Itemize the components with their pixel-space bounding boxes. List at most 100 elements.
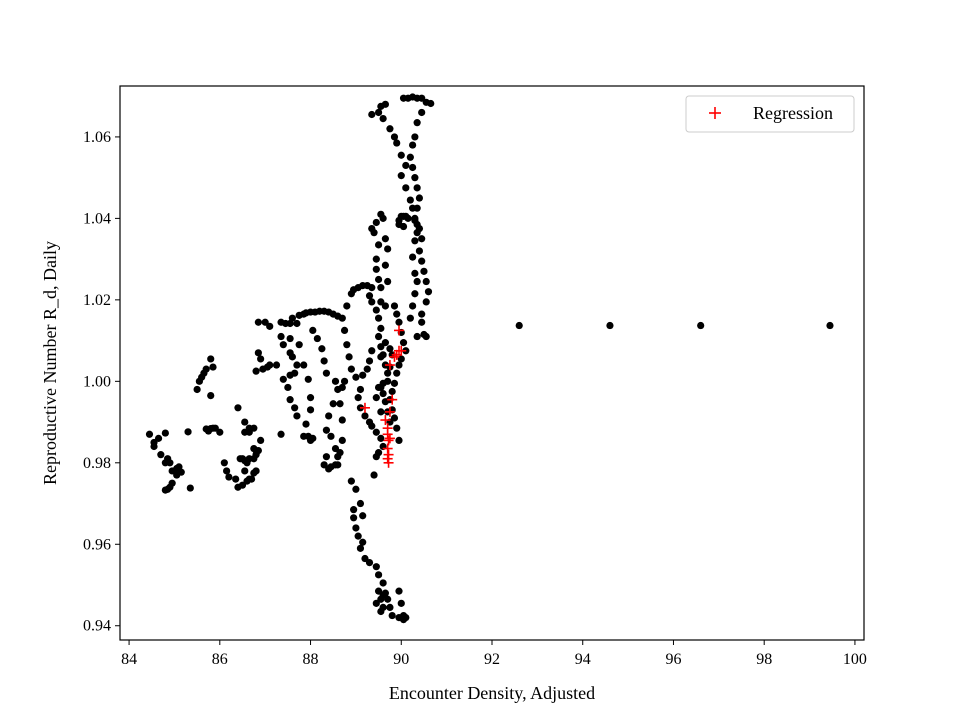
observed-point (384, 277, 392, 286)
observed-point (257, 436, 265, 444)
observed-point (406, 153, 414, 161)
observed-point (266, 361, 274, 369)
observed-point (377, 607, 385, 616)
observed-point (411, 214, 419, 222)
observed-point (306, 436, 315, 444)
observed-point (338, 314, 346, 322)
observed-point (279, 341, 287, 349)
observed-point (345, 353, 353, 361)
x-tick-label: 94 (575, 651, 591, 668)
observed-point (399, 611, 408, 620)
observed-point (356, 544, 365, 552)
observed-point (318, 345, 326, 353)
observed-point (331, 377, 340, 385)
observed-point (397, 172, 405, 180)
observed-point (322, 453, 331, 461)
observed-point (365, 559, 374, 567)
observed-point (340, 326, 349, 335)
observed-point (415, 247, 424, 255)
observed-point (374, 108, 383, 117)
observed-point (347, 365, 355, 373)
observed-point (322, 426, 331, 434)
observed-point (245, 424, 253, 432)
observed-point (347, 477, 355, 485)
observed-point (368, 298, 376, 306)
observed-point (377, 284, 385, 292)
y-tick-label: 0.94 (83, 618, 111, 635)
observed-point (336, 400, 344, 408)
legend-label-regression: Regression (753, 103, 833, 123)
observed-point (372, 563, 380, 571)
observed-point (254, 349, 262, 357)
x-tick-label: 92 (484, 651, 500, 668)
observed-point (320, 461, 328, 469)
observed-point (397, 599, 405, 607)
observed-point (293, 361, 301, 369)
observed-point (186, 484, 194, 492)
x-axis-ticks: 84 86 88 90 92 94 96 98 100 (121, 640, 867, 668)
observed-point (334, 385, 342, 394)
observed-point (393, 369, 401, 377)
observed-point (424, 288, 433, 296)
observed-point (404, 214, 412, 222)
observed-point (415, 194, 424, 202)
plot-points (145, 93, 834, 624)
x-tick-label: 88 (303, 651, 319, 668)
observed-point (325, 412, 333, 420)
observed-point (368, 422, 376, 430)
regression-point (389, 351, 400, 362)
observed-point (356, 499, 365, 508)
observed-point (372, 218, 380, 227)
observed-point (381, 339, 389, 347)
observed-point (223, 467, 231, 475)
observed-point (411, 290, 419, 298)
observed-point (370, 471, 378, 479)
observed-point (354, 394, 362, 402)
observed-point (254, 318, 262, 326)
observed-point (374, 383, 383, 392)
observed-point (418, 318, 426, 326)
observed-point (322, 369, 331, 377)
observed-point (350, 506, 358, 514)
observed-point (377, 324, 385, 332)
observed-point (234, 404, 242, 412)
observed-point (291, 404, 299, 412)
observed-point (374, 571, 383, 579)
observed-point (247, 475, 256, 483)
observed-point (343, 302, 351, 310)
observed-point (381, 235, 389, 243)
observed-point (422, 277, 430, 286)
observed-point (374, 314, 383, 322)
observed-point (372, 428, 380, 436)
observed-point (381, 100, 389, 108)
observed-point (257, 355, 265, 363)
observed-point (409, 163, 417, 172)
observed-point (164, 455, 172, 463)
observed-point (173, 464, 181, 473)
observed-point (293, 319, 301, 328)
observed-point (288, 353, 296, 361)
observed-point (386, 125, 394, 133)
observed-point (409, 253, 417, 261)
observed-point (331, 444, 340, 453)
observed-point (379, 114, 387, 123)
observed-point (343, 341, 351, 349)
observed-point (381, 302, 389, 310)
observed-point (286, 371, 294, 379)
observed-point (302, 420, 310, 428)
observed-point (363, 365, 371, 373)
regression-point (383, 435, 394, 446)
y-tick-label: 1.00 (83, 373, 111, 390)
x-tick-label: 96 (665, 651, 681, 668)
observed-point (300, 361, 308, 369)
observed-point (327, 463, 335, 471)
observed-point (606, 321, 614, 330)
observed-point (418, 257, 426, 265)
observed-point (354, 532, 362, 540)
observed-point (372, 306, 380, 314)
observed-point (390, 379, 399, 387)
observed-point (164, 485, 172, 493)
observed-point (295, 341, 303, 349)
observed-point (415, 224, 424, 233)
